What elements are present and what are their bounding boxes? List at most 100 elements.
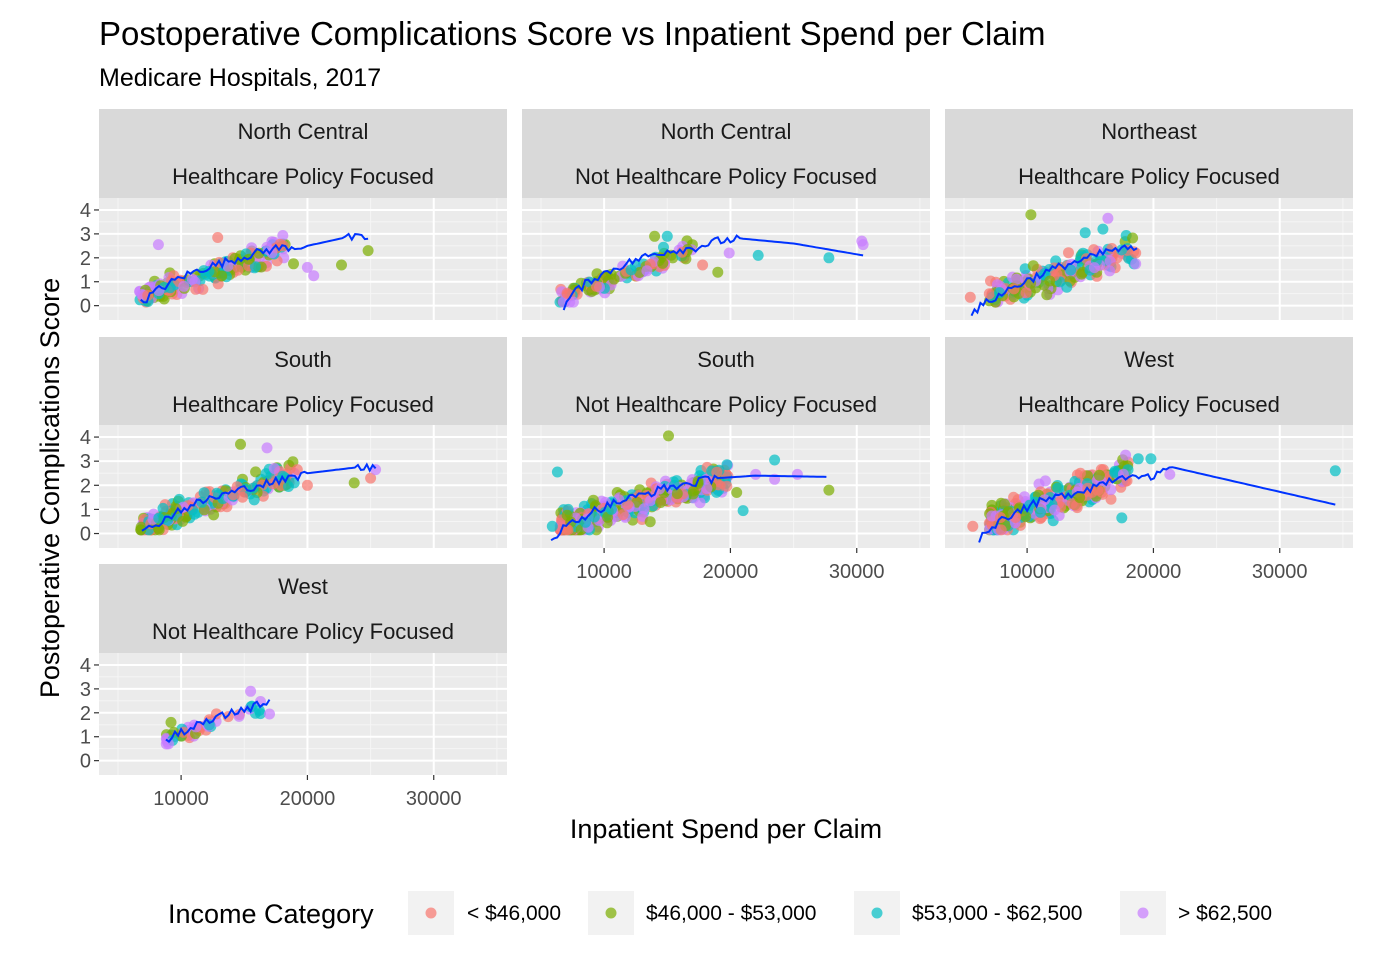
data-point (1120, 449, 1132, 461)
data-point (551, 466, 563, 478)
data-point (301, 261, 313, 273)
data-point (170, 503, 182, 515)
y-tick-label: 1 (80, 499, 91, 521)
data-point (365, 472, 377, 484)
data-point (247, 482, 259, 494)
data-point (617, 509, 629, 521)
panel-background (522, 198, 930, 320)
data-point (1074, 492, 1086, 503)
x-tick-label: 30000 (829, 561, 885, 583)
data-point (1079, 227, 1091, 239)
data-point (1049, 504, 1061, 516)
x-tick-label: 30000 (1252, 561, 1308, 583)
data-point (1039, 475, 1051, 487)
facet-strip (522, 109, 930, 198)
x-tick-label: 20000 (1126, 561, 1182, 583)
data-point (791, 468, 803, 480)
y-tick-label: 1 (80, 272, 91, 294)
data-point (857, 239, 869, 251)
facet-strip (99, 109, 507, 198)
data-point (655, 497, 667, 508)
trend-line (978, 466, 1336, 543)
data-point (177, 515, 189, 527)
data-point (737, 505, 749, 517)
data-point (731, 487, 743, 498)
data-point (157, 502, 169, 514)
trend-line (165, 699, 271, 743)
data-point (288, 258, 299, 270)
data-point (1065, 264, 1077, 276)
data-point (608, 273, 620, 285)
legend-title: Income Category (168, 899, 374, 929)
data-point (663, 430, 674, 442)
data-point (641, 265, 653, 277)
facet-panel: West Healthcare Policy Focused 10000 20000 3… (945, 337, 1353, 583)
legend-entry-label: < $46,000 (467, 902, 561, 925)
facet-strip-region: Northeast (1101, 119, 1196, 144)
data-point (1027, 260, 1039, 272)
data-point (210, 708, 222, 720)
data-point (1041, 289, 1053, 301)
data-point (1088, 244, 1100, 256)
facet-strip-focus: Not Healthcare Policy Focused (152, 619, 454, 644)
trend-line (562, 234, 864, 311)
data-point (823, 252, 835, 264)
data-point (986, 510, 998, 522)
data-point (203, 266, 215, 277)
data-point (721, 480, 733, 492)
x-tick-label: 10000 (576, 561, 632, 583)
data-point (580, 516, 591, 528)
data-point (1127, 232, 1139, 244)
data-point (336, 259, 347, 271)
y-tick-label: 3 (80, 451, 91, 473)
data-point (1145, 453, 1157, 465)
data-point (362, 245, 374, 257)
data-point (750, 468, 762, 480)
data-point (1035, 506, 1046, 518)
data-point (152, 239, 164, 251)
facet-panel: South Not Healthcare Policy Focused 10000 2… (522, 337, 930, 583)
chart-subtitle: Medicare Hospitals, 2017 (99, 64, 381, 92)
chart-title: Postoperative Complications Score vs Inp… (99, 15, 1045, 52)
data-point (1008, 491, 1020, 503)
data-point (967, 520, 979, 532)
data-point (250, 466, 262, 478)
data-point (268, 463, 280, 474)
trend-line (970, 244, 1138, 317)
x-tick-label: 20000 (280, 788, 336, 810)
legend-entry-label: $46,000 - $53,000 (646, 902, 816, 925)
legend: Income Category < $46,000 $46,000 - $53,0… (168, 891, 1272, 935)
facet-strip (522, 337, 930, 426)
legend-key-point (871, 907, 883, 919)
data-point (1088, 262, 1100, 274)
x-tick-label: 30000 (406, 788, 462, 810)
data-point (605, 503, 617, 515)
data-point (697, 259, 709, 271)
y-tick-label: 4 (80, 200, 91, 222)
data-point (671, 488, 683, 500)
data-point (1061, 281, 1073, 293)
y-tick-label: 2 (80, 248, 91, 270)
facet-strip (945, 337, 1353, 426)
x-tick-label: 20000 (703, 561, 759, 583)
y-tick-label: 3 (80, 679, 91, 701)
data-point (308, 270, 320, 282)
data-point (590, 280, 602, 292)
data-point (587, 494, 599, 506)
data-point (261, 442, 273, 454)
facet-panel: North Central Healthcare Policy Focused 01… (80, 109, 507, 320)
facet-panel: North Central Not Healthcare Policy Focus… (522, 109, 930, 320)
y-tick-label: 0 (80, 296, 91, 318)
data-point (245, 685, 257, 697)
facet-panel: Northeast Healthcare Policy Focused (945, 109, 1353, 320)
data-point (1071, 500, 1082, 512)
data-point (769, 454, 781, 466)
data-point (995, 524, 1007, 536)
data-point (266, 247, 278, 259)
data-point (212, 232, 224, 243)
facet-strip-region: West (1124, 347, 1174, 372)
data-point (1116, 512, 1128, 524)
data-point (1164, 468, 1176, 480)
data-point (189, 508, 201, 520)
